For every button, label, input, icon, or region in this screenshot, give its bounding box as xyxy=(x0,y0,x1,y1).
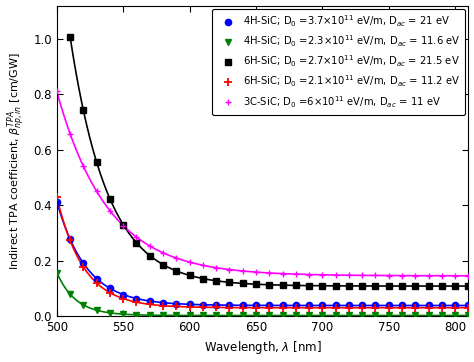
Y-axis label: Indirect TPA coefficient, $\beta_{np,in}^{TPA}$ [cm/GW]: Indirect TPA coefficient, $\beta_{np,in}… xyxy=(6,52,28,270)
Legend: 4H-SiC; D$_0$ =3.7×10$^{11}$ eV/m, D$_{ac}$ = 21 eV, 4H-SiC; D$_0$ =2.3×10$^{11}: 4H-SiC; D$_0$ =3.7×10$^{11}$ eV/m, D$_{a… xyxy=(212,9,465,114)
X-axis label: Wavelength, $\lambda$ [nm]: Wavelength, $\lambda$ [nm] xyxy=(204,340,321,357)
